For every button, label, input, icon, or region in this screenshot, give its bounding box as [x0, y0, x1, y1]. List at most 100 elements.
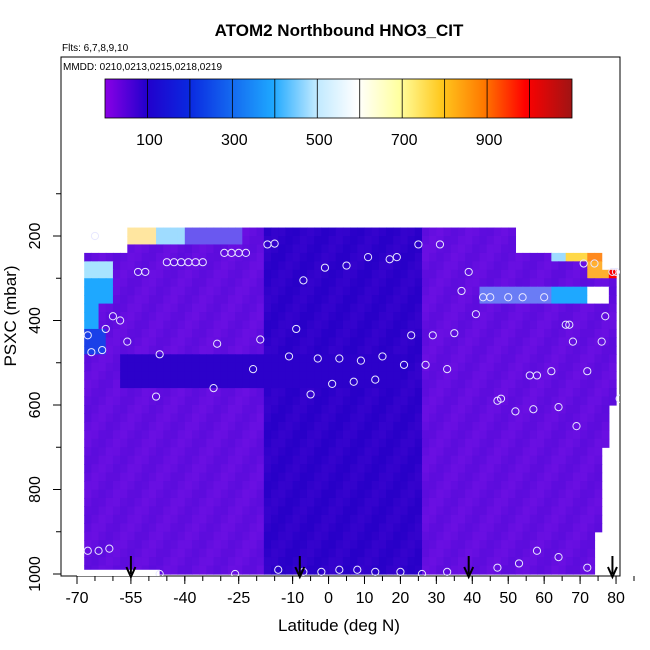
heatmap-cell [292, 278, 301, 288]
heatmap-cell [285, 430, 294, 440]
heatmap-cell [436, 345, 445, 355]
heatmap-cell [292, 497, 301, 507]
heatmap-cell [249, 261, 258, 271]
heatmap-cell [321, 303, 330, 313]
heatmap-cell [479, 269, 488, 279]
heatmap-cell [84, 531, 92, 541]
heatmap-cell [587, 345, 596, 355]
heatmap-cell [436, 379, 445, 389]
heatmap-cell [278, 278, 287, 288]
heatmap-cell [199, 252, 207, 262]
heatmap-cell [357, 405, 366, 415]
sample-point [457, 286, 466, 296]
heatmap-cell [120, 455, 128, 465]
heatmap-cell [335, 362, 344, 372]
heatmap-cell [148, 497, 157, 507]
heatmap-cell [156, 269, 164, 279]
colorbar-ticks: 100 300 500 700 900 [136, 79, 530, 149]
heatmap-cell [299, 261, 308, 271]
heatmap-cell [91, 430, 100, 440]
heatmap-cell [508, 438, 517, 448]
heatmap-cell [191, 506, 200, 516]
heatmap-cell [120, 430, 128, 440]
heatmap-cell [148, 362, 157, 372]
heatmap-cell [328, 328, 337, 338]
heatmap-cell [493, 447, 502, 457]
heatmap-cell [292, 328, 301, 338]
heatmap-cell [357, 312, 366, 322]
heatmap-cell [565, 379, 574, 389]
heatmap-cell [156, 438, 164, 448]
heatmap-cell [306, 371, 315, 381]
heatmap-cell [508, 227, 517, 237]
heatmap-cell [292, 396, 301, 406]
heatmap-cell [443, 396, 452, 406]
heatmap-cell [457, 236, 466, 246]
heatmap-cell [177, 531, 186, 541]
heatmap-cell [271, 464, 279, 474]
heatmap-cell [501, 286, 509, 296]
heatmap-cell [156, 244, 164, 254]
heatmap-cell [529, 362, 538, 372]
heatmap-cell [493, 303, 502, 313]
heatmap-cell [177, 269, 186, 279]
heatmap-cell [364, 548, 373, 558]
heatmap-cell [572, 557, 581, 567]
heatmap-cell [271, 388, 279, 398]
heatmap-cell [580, 337, 588, 347]
heatmap-cell [587, 286, 596, 296]
heatmap-cell [536, 455, 545, 465]
heatmap-cell [544, 405, 552, 415]
heatmap-cell [314, 514, 322, 524]
heatmap-cell [271, 278, 279, 288]
heatmap-cell [508, 565, 517, 575]
heatmap-cell [220, 438, 229, 448]
heatmap-cell [393, 531, 402, 541]
heatmap-cell [429, 286, 437, 296]
heatmap-cell [594, 514, 603, 524]
heatmap-cell [112, 261, 121, 271]
heatmap-cell [529, 531, 538, 541]
heatmap-cell [184, 345, 193, 355]
heatmap-cell [515, 506, 524, 516]
heatmap-cell [120, 405, 128, 415]
heatmap-cell [321, 481, 330, 491]
heatmap-cell [199, 396, 207, 406]
heatmap-cell [321, 557, 330, 567]
heatmap-cell [486, 447, 495, 457]
heatmap-cell [450, 345, 459, 355]
heatmap-cell [558, 455, 567, 465]
heatmap-cell [493, 548, 502, 558]
heatmap-cell [407, 396, 416, 406]
heatmap-cell [364, 337, 373, 347]
heatmap-cell [357, 244, 366, 254]
heatmap-cell [163, 557, 172, 567]
heatmap-cell [386, 447, 394, 457]
heatmap-cell [191, 379, 200, 389]
heatmap-cell [271, 489, 279, 499]
heatmap-cell [91, 405, 100, 415]
heatmap-cell [407, 523, 416, 533]
heatmap-cell [450, 514, 459, 524]
heatmap-cell [594, 261, 603, 271]
heatmap-cell [536, 261, 545, 271]
heatmap-cell [400, 295, 409, 305]
heatmap-cell [443, 371, 452, 381]
heatmap-cell [134, 303, 143, 313]
heatmap-cell [371, 497, 380, 507]
heatmap-cell [565, 362, 574, 372]
heatmap-cell [141, 227, 150, 237]
heatmap-cell [501, 227, 509, 237]
heatmap-cell [163, 565, 172, 575]
heatmap-cell [148, 396, 157, 406]
heatmap-cell [306, 252, 315, 262]
heatmap-cell [199, 371, 207, 381]
heatmap-cell [508, 278, 517, 288]
heatmap-cell [127, 252, 136, 262]
heatmap-cell [227, 523, 236, 533]
heatmap-cell [285, 227, 294, 237]
heatmap-cell [587, 379, 596, 389]
heatmap-cell [120, 506, 128, 516]
heatmap-cell [486, 497, 495, 507]
heatmap-cell [472, 295, 481, 305]
